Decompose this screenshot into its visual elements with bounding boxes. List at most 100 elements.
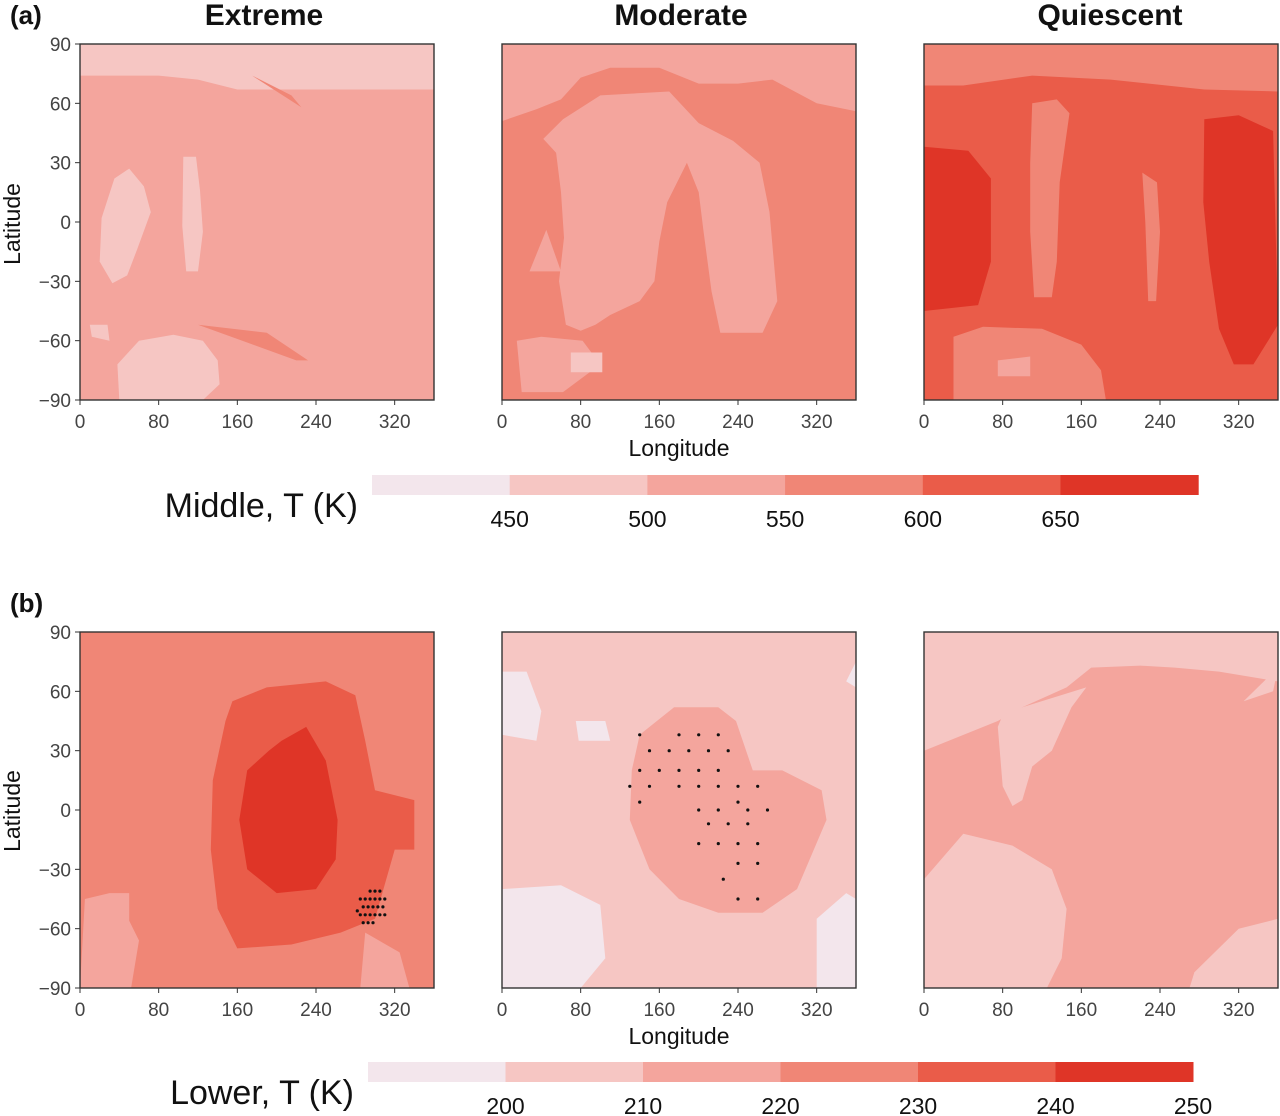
stipple-dot (697, 842, 701, 846)
colorbar-segment (922, 475, 1061, 495)
heatmap-region (117, 334, 220, 400)
stipple-dot (361, 905, 365, 909)
colorbar-middle: 450 500 550 600 650 (372, 475, 1199, 532)
x-tick-label: 0 (919, 1000, 930, 1021)
heatmap-region (252, 75, 302, 108)
x-tick-label: 240 (300, 412, 332, 433)
stipple-dot (355, 909, 359, 913)
x-tick-label: 80 (570, 412, 591, 433)
heatmap-region (80, 893, 139, 988)
colorbar-tick-label: 240 (1036, 1093, 1074, 1116)
heatmap-panel-lower-moderate: 0 80 160 240 320 (497, 631, 857, 1021)
stipple-dot (381, 905, 385, 909)
heatmap-panel-middle-extreme: 0 80 160 240 320 90 60 30 0 −30 −60 −90 (39, 35, 435, 433)
stipple-dot (716, 808, 720, 812)
colorbar-tick-label: 600 (904, 506, 942, 532)
heatmap-region (846, 661, 856, 688)
heatmap-region (816, 893, 856, 988)
y-tick-label: 90 (50, 623, 71, 644)
stipple-dot (736, 861, 740, 866)
x-tick-label: 0 (919, 412, 930, 433)
stipple-dot (376, 905, 380, 909)
y-tick-label: 30 (50, 154, 71, 175)
heatmap-region (997, 687, 1087, 806)
stipple-dot (371, 921, 375, 925)
y-tick-label: −90 (39, 391, 71, 412)
x-tick-label: 160 (221, 1000, 253, 1021)
heatmap-region (529, 229, 561, 272)
x-tick-label: 160 (643, 1000, 675, 1021)
x-tick-label: 320 (379, 1000, 411, 1021)
panel-letter-b: (b) (10, 588, 43, 618)
heatmap-region (99, 168, 151, 284)
colorbar-segment (1055, 1062, 1194, 1082)
y-tick-label: −60 (39, 332, 71, 353)
y-tick-label: 0 (60, 801, 71, 822)
heatmap-region (360, 932, 410, 988)
heatmap-region (629, 707, 827, 913)
x-tick-label: 320 (801, 412, 833, 433)
y-tick-label: −30 (39, 272, 71, 293)
heatmap-region (924, 632, 1278, 751)
colorbar-tick-label: 220 (761, 1093, 799, 1116)
colorbar-segment (643, 1062, 781, 1082)
heatmap-region (924, 833, 1067, 988)
x-tick-label: 240 (722, 1000, 754, 1021)
stipple-dot (638, 800, 642, 804)
x-axis-label-row-a: Longitude (628, 435, 729, 461)
column-title-extreme: Extreme (205, 0, 323, 32)
colorbar-tick-label: 650 (1041, 506, 1079, 532)
heatmap-panel-middle-moderate: 0 80 160 240 320 (497, 43, 857, 433)
y-tick-label: −30 (39, 860, 71, 881)
stipple-dot (358, 897, 362, 901)
stipple-dot (366, 921, 370, 925)
y-axis-label-row-b: Latitude (0, 770, 25, 852)
stipple-dot (383, 913, 387, 917)
x-tick-label: 240 (722, 412, 754, 433)
stipple-dot (628, 784, 632, 788)
stipple-dot (726, 822, 730, 826)
x-tick-label: 240 (300, 1000, 332, 1021)
stipple-dot (677, 784, 681, 788)
heatmap-region (198, 324, 309, 361)
heatmap-region (502, 885, 606, 988)
heatmap-region (239, 726, 338, 894)
colorbar-segment (647, 475, 786, 495)
stipple-dot (378, 897, 382, 901)
y-tick-label: 30 (50, 742, 71, 763)
stipple-dot (363, 913, 367, 917)
stipple-dot (647, 784, 652, 788)
stipple-dot (736, 784, 740, 788)
heatmap-panel-middle-quiescent: 0 80 160 240 320 (919, 43, 1279, 433)
colorbar-tick-label: 450 (491, 506, 529, 532)
x-tick-label: 80 (148, 1000, 169, 1021)
colorbar-tick-label: 230 (899, 1093, 937, 1116)
x-tick-label: 80 (992, 1000, 1013, 1021)
stipple-dot (736, 897, 740, 901)
heatmap-region (182, 156, 203, 272)
x-tick-label: 160 (1065, 1000, 1097, 1021)
colorbar-segment (780, 1062, 919, 1082)
colorbar-tick-label: 500 (628, 506, 666, 532)
stipple-dot (716, 768, 720, 773)
x-tick-label: 160 (643, 412, 675, 433)
stipple-dot (716, 733, 720, 737)
colorbar-tick-label: 210 (624, 1093, 662, 1116)
colorbar-label-middle: Middle, T (K) (165, 487, 358, 525)
panel-frame (923, 43, 1279, 401)
stipple-dot (697, 733, 701, 737)
stipple-dot (677, 733, 681, 737)
heatmap-region (570, 352, 603, 373)
colorbar-lower: 200 210 220 230 240 250 (368, 1062, 1212, 1116)
stipple-dot (736, 800, 740, 804)
panel-frame (501, 631, 857, 989)
x-tick-label: 80 (570, 1000, 591, 1021)
y-tick-label: 60 (50, 682, 71, 703)
heatmap-region (924, 44, 1278, 92)
x-tick-label: 80 (992, 412, 1013, 433)
stipple-dot (706, 749, 711, 753)
colorbar-tick-label: 200 (486, 1093, 524, 1116)
y-axis-label-row-a: Latitude (0, 183, 25, 265)
heatmap-region (1142, 172, 1160, 302)
heatmap-panel-lower-quiescent: 0 80 160 240 320 (919, 631, 1279, 1021)
